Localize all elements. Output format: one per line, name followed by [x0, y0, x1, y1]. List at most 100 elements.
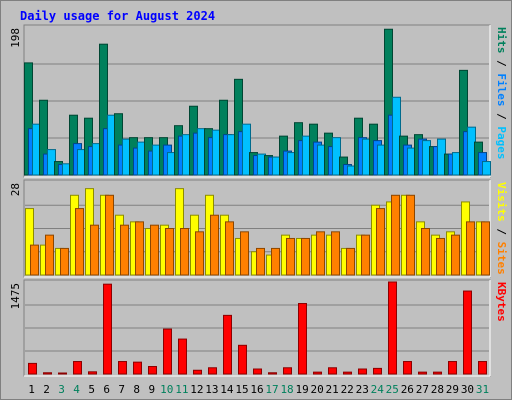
bar-sites-day-31 [481, 221, 490, 276]
bar-kbytes-day-28 [433, 371, 442, 375]
day-label-25: 25 [386, 383, 399, 396]
legend-: / [495, 222, 508, 242]
y-max-label: 28 [9, 183, 22, 196]
chart-title: Daily usage for August 2024 [20, 9, 216, 23]
bar-sites-day-27 [421, 228, 430, 276]
y-max-label: 198 [9, 28, 22, 48]
bar-kbytes-day-21 [328, 367, 337, 375]
bar-kbytes-day-7 [118, 361, 127, 375]
bar-kbytes-day-10 [163, 328, 172, 375]
bar-kbytes-day-5 [88, 371, 97, 375]
day-label-16: 16 [250, 383, 263, 396]
bar-kbytes-day-19 [298, 303, 307, 375]
y-max-label: 1475 [9, 283, 22, 310]
bar-kbytes-day-26 [403, 361, 412, 375]
day-label-31: 31 [476, 383, 489, 396]
bar-visits-day-1 [25, 208, 34, 276]
series-legend: Visits / Sites [495, 182, 508, 275]
bar-kbytes-day-4 [73, 361, 82, 375]
bar-sites-day-8 [135, 221, 144, 276]
bar-sites-day-17 [271, 247, 280, 276]
bar-sites-day-13 [210, 214, 219, 276]
bar-sites-day-30 [466, 221, 475, 276]
bar-kbytes-day-11 [178, 338, 187, 375]
bar-sites-day-5 [90, 224, 99, 276]
day-label-30: 30 [461, 383, 474, 396]
day-label-13: 13 [205, 383, 218, 396]
bar-pages-day-31 [482, 161, 491, 176]
day-label-29: 29 [446, 383, 459, 396]
day-label-12: 12 [190, 383, 203, 396]
day-label-23: 23 [356, 383, 369, 396]
day-label-18: 18 [280, 383, 293, 396]
bar-sites-day-15 [240, 231, 249, 276]
day-label-20: 20 [311, 383, 324, 396]
bar-sites-day-3 [60, 247, 69, 276]
legend-hits: Hits [495, 27, 508, 54]
legend-: / [495, 107, 508, 127]
bar-kbytes-day-18 [283, 367, 292, 375]
day-label-24: 24 [371, 383, 385, 396]
day-label-4: 4 [73, 383, 80, 396]
bar-sites-day-14 [225, 221, 234, 276]
bar-sites-day-7 [120, 224, 129, 276]
bar-sites-day-6 [105, 194, 114, 276]
day-label-22: 22 [341, 383, 354, 396]
bar-sites-day-24 [376, 208, 385, 276]
series-legend: Hits / Files / Pages [495, 27, 508, 160]
bar-sites-day-26 [406, 194, 415, 276]
bar-pages-day-15 [242, 123, 251, 176]
day-label-19: 19 [295, 383, 308, 396]
bar-sites-day-29 [451, 234, 460, 276]
bar-kbytes-day-16 [253, 368, 262, 375]
legend-files: Files [495, 73, 508, 106]
bar-kbytes-day-23 [358, 368, 367, 375]
day-label-10: 10 [160, 383, 173, 396]
bar-kbytes-day-22 [343, 371, 352, 375]
bar-kbytes-day-9 [148, 366, 157, 375]
bar-kbytes-day-2 [43, 372, 52, 375]
bar-sites-day-20 [316, 231, 325, 276]
day-label-15: 15 [235, 383, 248, 396]
legend-sites: Sites [495, 242, 508, 275]
day-label-9: 9 [148, 383, 155, 396]
day-label-2: 2 [43, 383, 50, 396]
bar-sites-day-18 [286, 237, 295, 276]
day-label-11: 11 [175, 383, 188, 396]
bar-kbytes-day-20 [313, 371, 322, 375]
bar-kbytes-day-17 [268, 372, 277, 375]
bar-sites-day-1 [30, 244, 39, 276]
day-label-21: 21 [326, 383, 339, 396]
bar-kbytes-day-14 [223, 314, 232, 375]
bar-sites-day-11 [180, 228, 189, 276]
bar-sites-day-10 [165, 228, 174, 276]
day-label-26: 26 [401, 383, 414, 396]
bar-sites-day-22 [346, 247, 355, 276]
legend-visits: Visits [495, 182, 508, 222]
day-label-3: 3 [58, 383, 65, 396]
bar-sites-day-19 [301, 237, 310, 276]
day-label-1: 1 [28, 383, 35, 396]
bar-sites-day-12 [195, 231, 204, 276]
bar-kbytes-day-1 [28, 362, 37, 375]
bar-kbytes-day-24 [373, 367, 382, 375]
bar-sites-day-21 [331, 231, 340, 276]
bar-kbytes-day-3 [58, 372, 67, 375]
bar-kbytes-day-25 [388, 281, 397, 375]
day-label-6: 6 [103, 383, 110, 396]
day-label-14: 14 [220, 383, 234, 396]
bar-sites-day-16 [256, 247, 265, 276]
bar-kbytes-day-6 [103, 283, 112, 375]
bar-sites-day-9 [150, 224, 159, 276]
day-label-28: 28 [431, 383, 444, 396]
day-label-17: 17 [265, 383, 278, 396]
bar-sites-day-2 [45, 234, 54, 276]
day-label-7: 7 [118, 383, 125, 396]
legend-pages: Pages [495, 126, 508, 159]
bar-kbytes-day-13 [208, 367, 217, 375]
bar-sites-day-25 [391, 194, 400, 276]
legend-kbytes: KBytes [495, 282, 508, 322]
bar-kbytes-day-31 [478, 361, 487, 375]
bar-kbytes-day-30 [463, 290, 472, 375]
